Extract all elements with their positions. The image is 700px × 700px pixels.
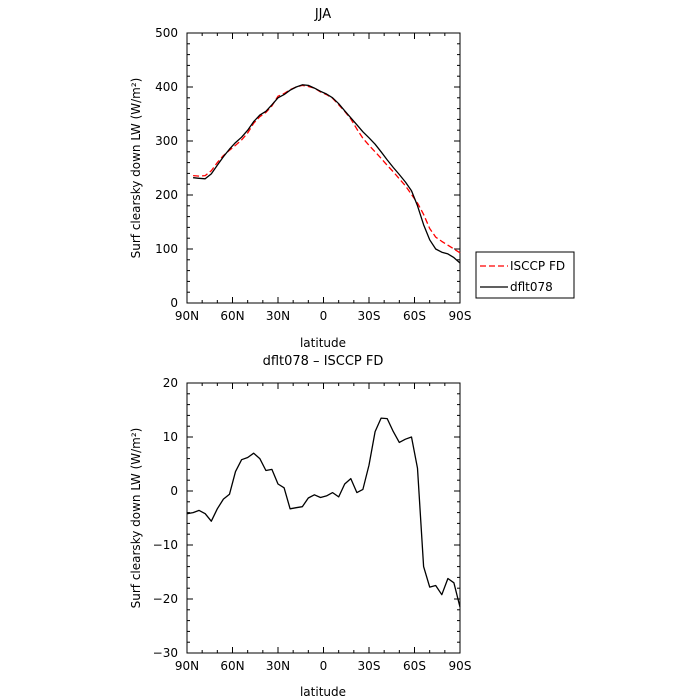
x-tick-label: 60S [403, 309, 426, 323]
series-line-isccp-fd [193, 84, 461, 254]
bottom-series [186, 417, 461, 608]
y-tick-label: 10 [163, 430, 178, 444]
bottom-ylabel: Surf clearsky down LW (W/m²) [129, 428, 143, 609]
top-ylabel: Surf clearsky down LW (W/m²) [129, 78, 143, 259]
legend-box [475, 251, 575, 299]
y-tick-label: 0 [170, 296, 178, 310]
legend: ISCCP FD dflt078 [475, 251, 575, 299]
y-tick-label: −10 [153, 538, 178, 552]
y-tick-label: 200 [155, 188, 178, 202]
y-tick-label: 100 [155, 242, 178, 256]
x-tick-label: 90S [449, 309, 472, 323]
x-tick-label: 0 [320, 659, 328, 673]
y-tick-label: 500 [155, 26, 178, 40]
x-tick-label: 30N [266, 309, 290, 323]
bottom-xlabel: latitude [300, 685, 346, 699]
x-tick-label: 30S [358, 309, 381, 323]
top-series [193, 84, 461, 264]
panel-top: JJA 90N 60N 30N 0 30S 60S 90S0100200300400500 … [129, 7, 575, 350]
top-frame [186, 32, 461, 304]
y-tick-label: 20 [163, 376, 178, 390]
y-tick-label: 0 [170, 484, 178, 498]
top-ticks: 90N 60N 30N 0 30S 60S 90S 0 100 200 300 400 500 [155, 26, 471, 323]
y-tick-label: 400 [155, 80, 178, 94]
bottom-frame [186, 382, 461, 654]
legend-label-isccp: ISCCP FD [510, 259, 565, 273]
x-tick-label: 60N [220, 309, 244, 323]
x-tick-label: 90S [449, 659, 472, 673]
x-tick-label: 60S [403, 659, 426, 673]
top-xlabel: latitude [300, 336, 346, 350]
panel-bottom: dflt078 – ISCCP FD 90N 60N 30N 0 30S 60S 90S −3… [129, 354, 471, 699]
plot-frame [186, 382, 461, 654]
bottom-ticks: 90N 60N 30N 0 30S 60S 90S −30 −20 −10 0 10 20 [153, 376, 472, 673]
x-tick-label: 90N [175, 659, 199, 673]
x-tick-label: 60N [220, 659, 244, 673]
y-tick-label: 300 [155, 134, 178, 148]
y-tick-label: −30 [153, 646, 178, 660]
series-line-difference [186, 417, 461, 608]
plot-frame [186, 32, 461, 304]
series-line-dflt078 [193, 84, 461, 264]
x-tick-label: 30N [266, 659, 290, 673]
legend-label-dflt078: dflt078 [510, 280, 553, 294]
y-tick-label: −20 [153, 592, 178, 606]
x-tick-label: 0 [320, 309, 328, 323]
bottom-title: dflt078 – ISCCP FD [263, 354, 384, 369]
top-title: JJA [314, 7, 331, 22]
x-tick-label: 30S [358, 659, 381, 673]
x-tick-label: 90N [175, 309, 199, 323]
